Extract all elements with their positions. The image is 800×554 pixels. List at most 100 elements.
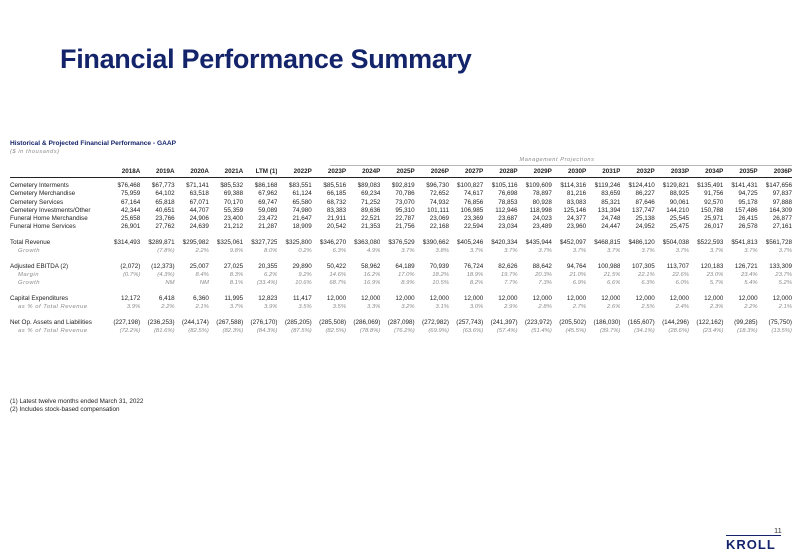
table-cell: (82.3%)	[222, 328, 244, 335]
table-body: Cemetery Interments $76,468 $67,773 $71,141…	[10, 178, 792, 336]
table-cell: (7.8%)	[157, 248, 175, 255]
column-header: LTM (1)	[243, 168, 278, 179]
table-cell: 44,707	[189, 206, 209, 214]
table-cell: 11,417	[292, 294, 312, 302]
table-cell: 3.7%	[709, 248, 724, 255]
row-label: Cemetery Services	[10, 198, 64, 206]
table-cell: 95,178	[738, 198, 758, 206]
column-header: 2036P	[757, 168, 792, 179]
table-cell: 23.4%	[740, 272, 758, 279]
table-cell: 25,545	[669, 215, 690, 223]
table-cell: (236,253)	[147, 318, 175, 326]
column-header: 2034P	[689, 168, 724, 179]
table-cell: 82,626	[498, 262, 518, 270]
table-cell: 3.7%	[504, 248, 518, 255]
table-cell: $89,083	[357, 182, 381, 190]
table-cell: 137,747	[631, 206, 655, 214]
table-cell: 24,447	[601, 223, 621, 231]
table-cell: 12,000	[395, 294, 415, 302]
table-cell: (13.5%)	[771, 328, 792, 335]
table-cell: 72,652	[429, 190, 449, 198]
table-cell: 21,756	[395, 223, 415, 231]
table-cell	[106, 247, 140, 255]
table-cell: 3.8%	[435, 248, 449, 255]
table-cell: $420,334	[491, 238, 518, 246]
table-cell: 120,183	[700, 262, 724, 270]
table-cell: 22,787	[395, 215, 415, 223]
table-row: as % of Total Revenue (72.2%) (81.6%) (82.5…	[10, 327, 792, 335]
table-cell: 73,070	[395, 198, 415, 206]
column-header: 2022P	[277, 168, 312, 179]
table-cell: 21.5%	[603, 272, 621, 279]
table-cell: 27,025	[223, 262, 244, 270]
table-cell: 24,906	[189, 215, 209, 223]
table-cell: 12,000	[532, 294, 552, 302]
table-cell: 23,034	[498, 223, 518, 231]
column-header: 2027P	[448, 168, 484, 179]
table-cell: 2.1%	[195, 304, 209, 311]
table-cell: (287,098)	[387, 318, 415, 326]
table-cell: 23.0%	[706, 272, 724, 279]
table-cell: (69.9%)	[428, 328, 449, 335]
table-cell: 2.2%	[161, 304, 175, 311]
table-cell: 94,725	[738, 190, 758, 198]
table-cell: 25,475	[669, 223, 690, 231]
table-cell: 3.9%	[126, 304, 141, 311]
header-label-cell	[10, 168, 106, 179]
table-cell: 144,210	[666, 206, 690, 214]
table-cell: $96,730	[426, 182, 449, 190]
table-cell: 26,578	[738, 223, 758, 231]
table-cell: 63,518	[189, 190, 209, 198]
table-cell: 126,721	[734, 262, 758, 270]
table-cell: $76,468	[117, 182, 141, 190]
table-cell: 22,168	[429, 223, 449, 231]
table-cell: (286,069)	[353, 318, 381, 326]
table-cell: 26,901	[121, 223, 141, 231]
header-row: 2018A 2019A 2020A 2021A LTM (1) 2022P 20…	[10, 168, 792, 179]
table-row: Cemetery Merchandise 75,959 64,102 63,518 69…	[10, 190, 792, 198]
table-cell: $92,819	[391, 182, 415, 190]
column-header: 2035P	[723, 168, 758, 179]
table-cell: 150,788	[700, 206, 724, 214]
table-cell: 69,388	[223, 190, 244, 198]
table-cell: $86,168	[254, 182, 278, 190]
table-cell: 164,309	[769, 206, 792, 214]
table-cell: (45.5%)	[565, 328, 587, 335]
table-cell: 6,360	[193, 294, 209, 302]
table-cell: $346,270	[319, 238, 347, 246]
table-cell: 23,400	[223, 215, 244, 223]
row-label: Cemetery Interments	[10, 182, 69, 190]
table-cell: 8.0%	[264, 248, 278, 255]
table-cell: 67,071	[189, 198, 209, 206]
table-cell: 14.6%	[329, 272, 347, 279]
table-cell: 2.2%	[744, 304, 758, 311]
table-cell: (227,198)	[113, 318, 141, 326]
table-cell: 2.1%	[778, 304, 792, 311]
table-cell: 78,853	[498, 198, 518, 206]
projections-divider	[330, 165, 792, 166]
table-cell: 25,138	[635, 215, 655, 223]
table-cell: 26,415	[738, 215, 758, 223]
table-cell: 66,185	[326, 190, 347, 198]
table-cell: 5.2%	[778, 280, 792, 287]
table-cell: 64,189	[395, 262, 415, 270]
table-cell: $504,038	[662, 238, 690, 246]
row-label: Funeral Home Services	[10, 223, 76, 231]
table-cell: 18,909	[292, 223, 312, 231]
table-cell: 106,985	[460, 206, 484, 214]
table-cell: 133,309	[769, 262, 792, 270]
column-header: 2032P	[620, 168, 655, 179]
table-cell: 87,646	[635, 198, 655, 206]
table-cell: 12,000	[498, 294, 518, 302]
table-cell: (0.7%)	[122, 272, 141, 279]
table-cell: 40,651	[155, 206, 175, 214]
table-cell: 68,732	[326, 198, 347, 206]
table-cell: 12,000	[669, 294, 690, 302]
table-cell: 6.9%	[572, 280, 587, 287]
row-label: Adjusted EBITDA (2)	[10, 262, 69, 270]
table-cell: 3.3%	[366, 304, 381, 311]
table-cell: 74,617	[464, 190, 484, 198]
table-cell: 42,344	[121, 206, 141, 214]
table-cell: 3.7%	[572, 248, 587, 255]
table-cell: 76,856	[464, 198, 484, 206]
